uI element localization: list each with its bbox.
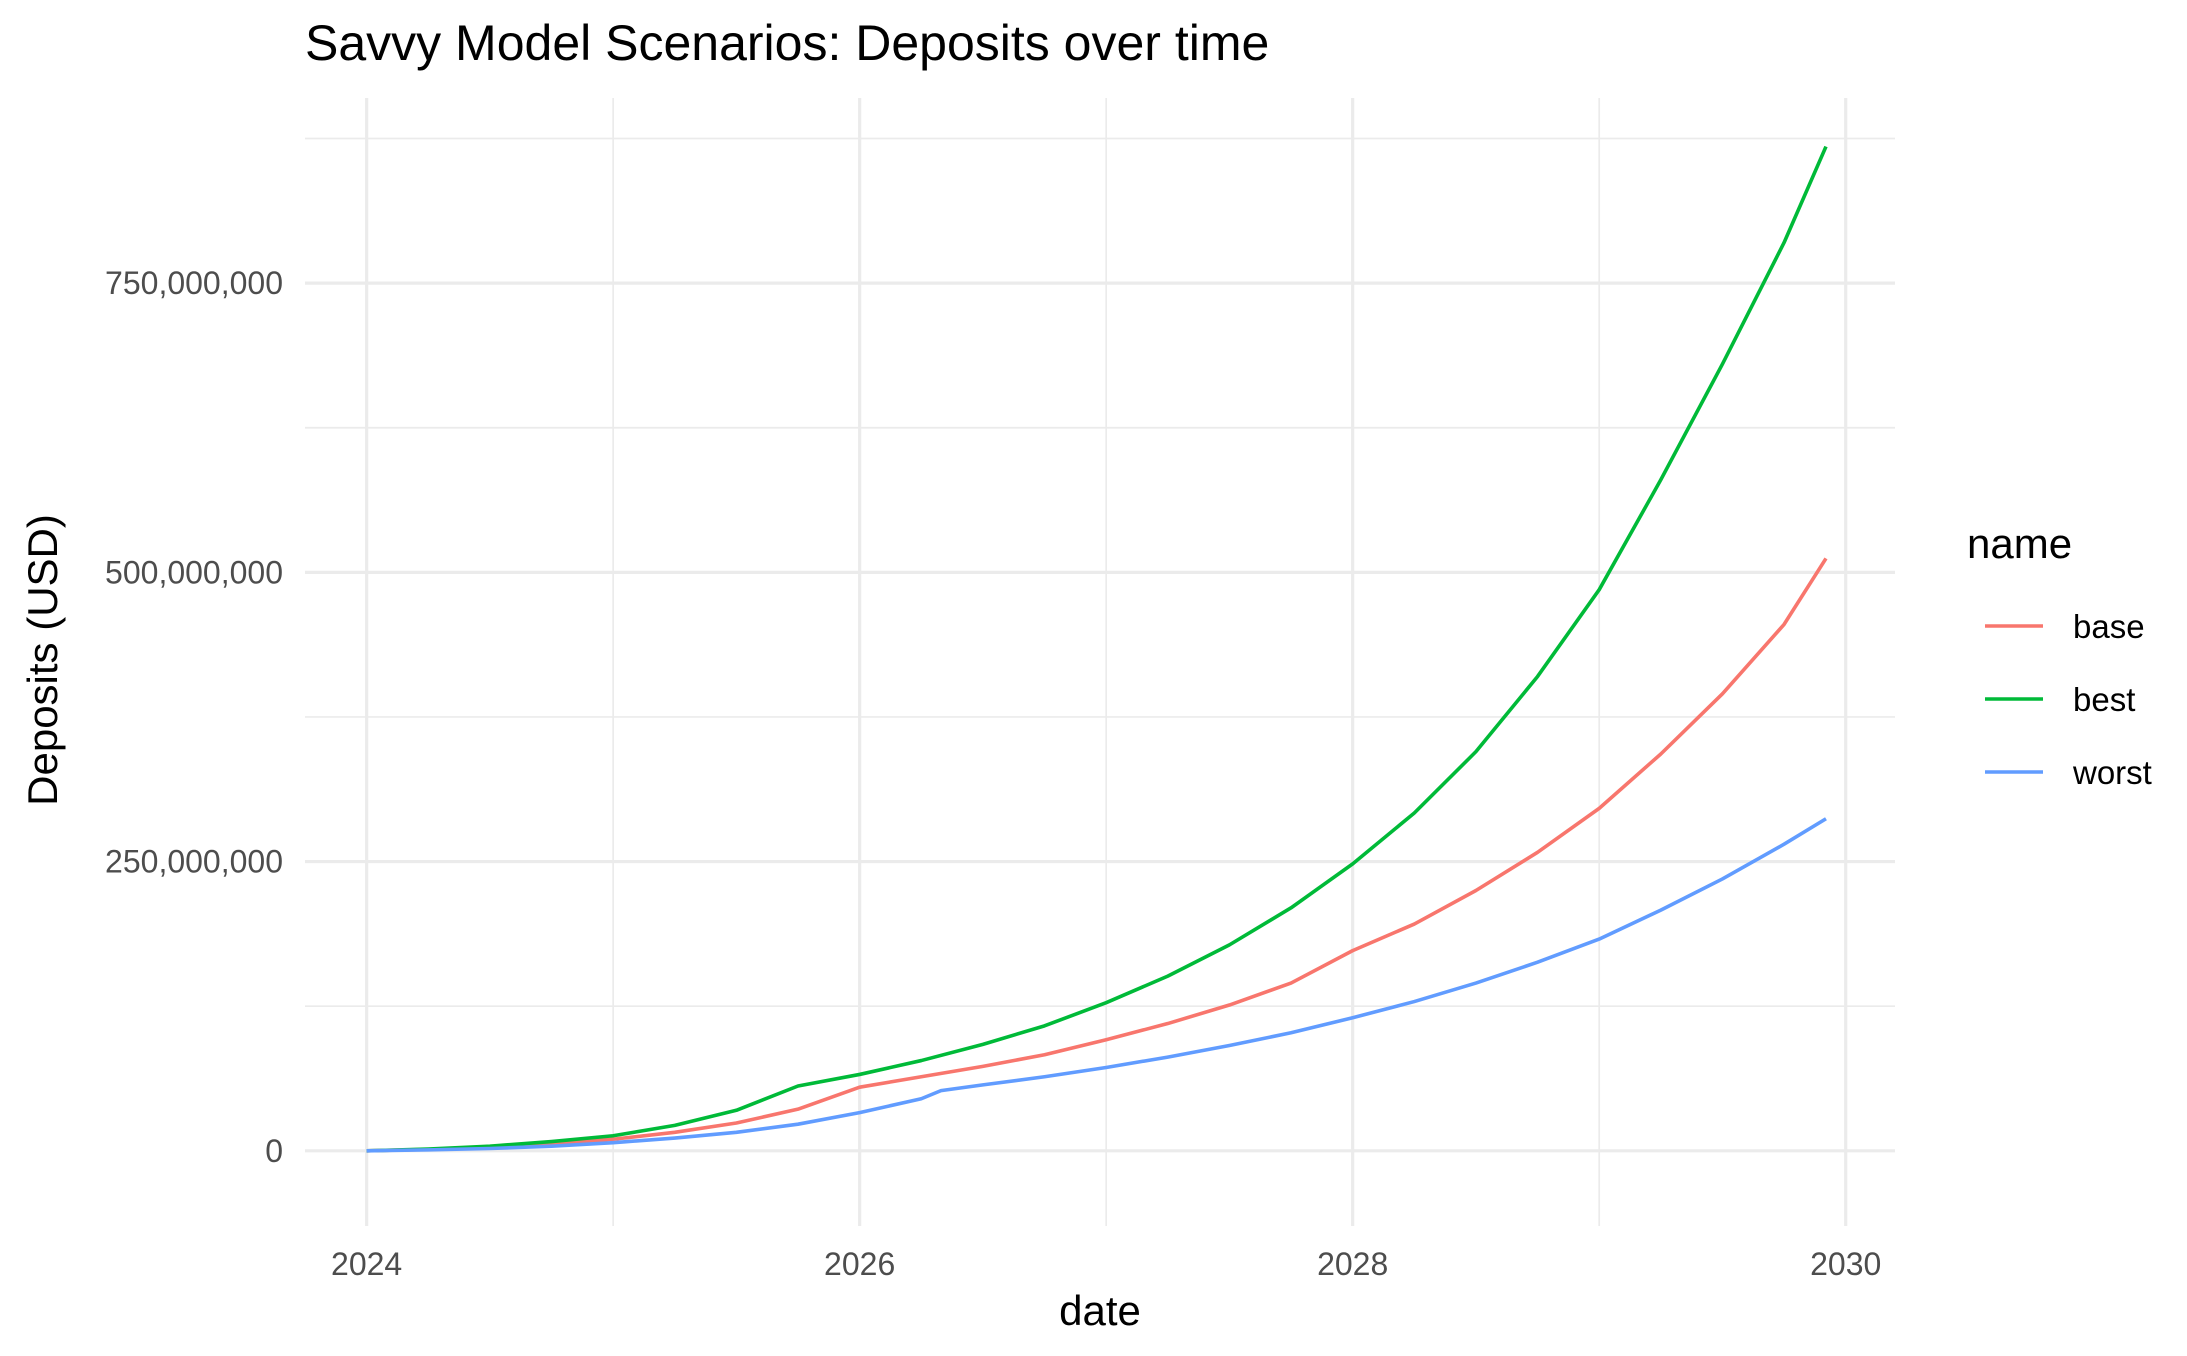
x-tick-label-3: 2030 (1810, 1246, 1881, 1282)
y-axis-title: Deposits (USD) (19, 514, 66, 806)
x-tick-label-0: 2024 (331, 1246, 402, 1282)
legend-items: base best worst (1985, 608, 2152, 791)
series-line-base (366, 557, 1828, 1153)
x-tick-label-2: 2028 (1317, 1246, 1388, 1282)
chart-title: Savvy Model Scenarios: Deposits over tim… (305, 15, 1269, 71)
gridlines (305, 98, 1895, 1226)
y-tick-label-1: 250,000,000 (105, 844, 283, 880)
legend-label-base: base (2073, 608, 2145, 645)
x-tick-label-1: 2026 (824, 1246, 895, 1282)
series-line-best (366, 145, 1828, 1153)
series-line-worst (366, 817, 1827, 1153)
series-lines (366, 145, 1828, 1153)
legend: name base best worst (1967, 520, 2152, 791)
x-axis-title: date (1059, 1287, 1141, 1334)
y-axis-tick-labels: 0 250,000,000 500,000,000 750,000,000 (105, 265, 283, 1169)
legend-label-best: best (2073, 681, 2135, 718)
y-tick-label-2: 500,000,000 (105, 554, 283, 590)
x-axis-tick-labels: 2024 2026 2028 2030 (331, 1246, 1881, 1282)
y-tick-label-0: 0 (265, 1133, 283, 1169)
y-tick-label-3: 750,000,000 (105, 265, 283, 301)
legend-label-worst: worst (2072, 754, 2152, 791)
legend-title: name (1967, 520, 2072, 567)
